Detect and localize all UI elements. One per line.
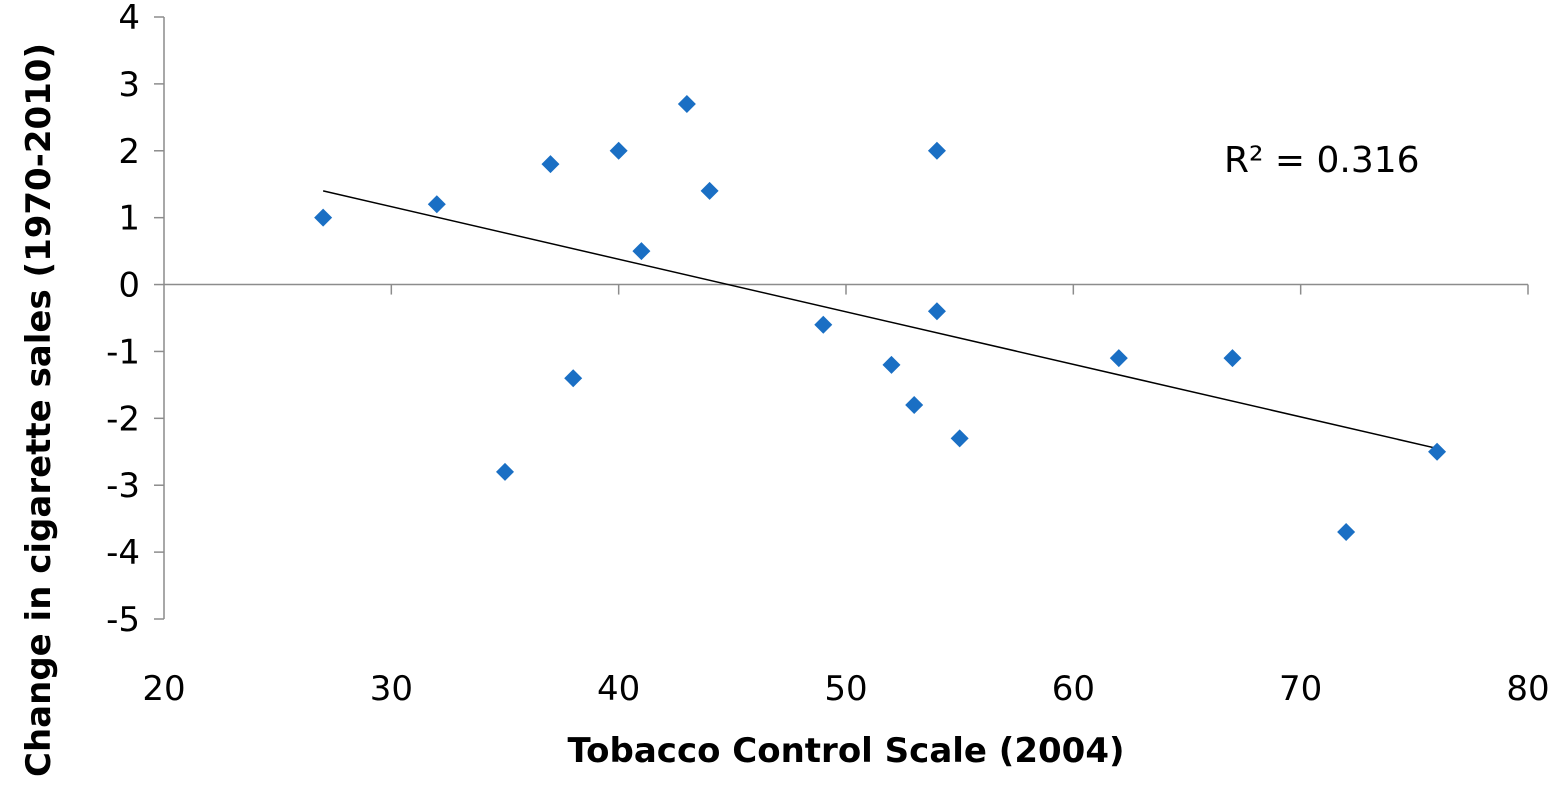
data-point <box>927 302 946 321</box>
data-point <box>609 141 628 160</box>
x-axis-title: Tobacco Control Scale (2004) <box>567 731 1124 771</box>
axes <box>163 17 1528 619</box>
data-points <box>314 94 1447 542</box>
data-point <box>814 315 833 334</box>
y-axis-ticks: -5 -4 -3 -2 -1 0 1 2 3 4 <box>106 0 164 640</box>
trendline-group <box>322 190 1438 450</box>
y-tick-label: -4 <box>106 533 140 573</box>
y-tick-label: 1 <box>118 199 140 239</box>
x-tick-label: 80 <box>1506 669 1549 709</box>
data-point <box>632 242 651 261</box>
y-tick-label: 4 <box>118 0 140 38</box>
x-tick-label: 30 <box>370 669 413 709</box>
x-tick-label: 70 <box>1279 669 1322 709</box>
x-tick-label: 60 <box>1052 669 1095 709</box>
data-point <box>700 181 719 200</box>
data-point <box>314 208 333 227</box>
data-point <box>677 94 696 113</box>
data-point <box>882 355 901 374</box>
data-point <box>427 195 446 214</box>
data-point <box>927 141 946 160</box>
r-squared-annotation: R² = 0.316 <box>1224 140 1420 181</box>
data-point <box>541 155 560 174</box>
y-tick-label: 2 <box>118 132 140 172</box>
data-point <box>1223 349 1242 368</box>
data-point <box>1109 349 1128 368</box>
y-tick-label: 0 <box>118 266 140 306</box>
x-tick-label: 20 <box>142 669 185 709</box>
data-point <box>950 429 969 448</box>
data-point <box>564 369 583 388</box>
y-tick-label: 3 <box>118 65 140 105</box>
x-tick-label: 40 <box>597 669 640 709</box>
y-axis-title: Change in cigarette sales (1970-2010) <box>19 43 59 777</box>
trendline <box>322 190 1438 450</box>
data-point <box>1428 442 1447 461</box>
x-tick-label: 50 <box>824 669 867 709</box>
data-point <box>1337 523 1356 542</box>
x-axis-ticks: 20 30 40 50 60 70 80 <box>142 284 1550 709</box>
y-tick-label: -3 <box>106 466 140 506</box>
y-tick-label: -2 <box>106 399 140 439</box>
data-point <box>496 462 514 481</box>
y-tick-label: -1 <box>106 332 140 372</box>
data-point <box>905 395 924 414</box>
y-tick-label: -5 <box>106 600 140 640</box>
